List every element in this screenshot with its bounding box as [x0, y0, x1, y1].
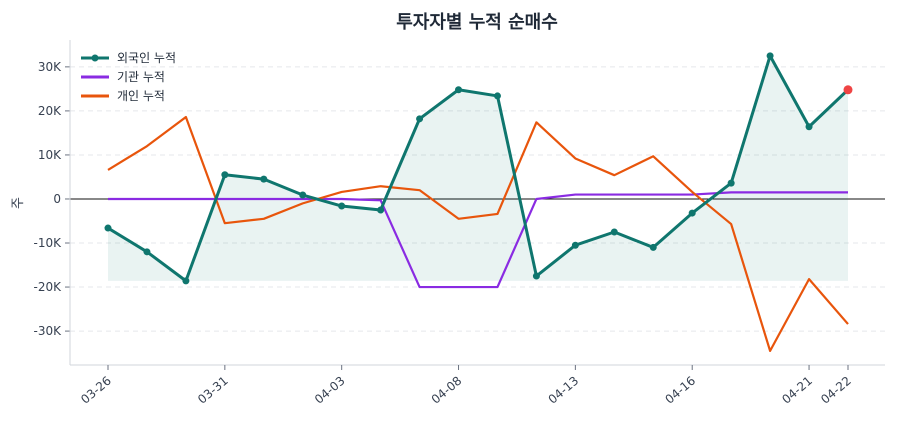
data-point	[532, 272, 540, 280]
x-tick-label: 04-08	[429, 374, 465, 407]
y-tick-label: -20K	[34, 280, 63, 294]
foreign-area-fill	[108, 55, 848, 281]
series-line-0	[107, 54, 850, 283]
legend-label: 외국인 누적	[117, 51, 176, 65]
data-point	[182, 277, 190, 285]
data-point	[338, 202, 346, 210]
chart-title: 투자자별 누적 순매수	[396, 12, 558, 33]
data-point	[221, 171, 229, 179]
data-point	[416, 115, 424, 123]
data-point	[455, 86, 463, 94]
data-point	[610, 228, 618, 236]
y-tick-label: 0	[53, 192, 61, 206]
data-point	[493, 92, 501, 100]
y-tick-label: 30K	[38, 60, 62, 74]
data-point	[727, 179, 735, 187]
y-axis-label: 주	[11, 197, 26, 209]
x-tick-label: 03-26	[78, 374, 114, 407]
series-line-1	[108, 191, 848, 289]
data-point	[377, 206, 385, 214]
x-tick-label: 04-22	[818, 374, 854, 407]
data-point	[649, 243, 657, 251]
series-line-2	[107, 115, 849, 353]
x-tick-label: 04-13	[546, 374, 582, 407]
data-point	[143, 248, 151, 256]
y-tick-label: 10K	[38, 148, 62, 162]
legend-label: 기관 누적	[117, 70, 165, 84]
x-tick-label: 03-31	[195, 374, 231, 407]
legend-marker	[91, 54, 99, 62]
x-tick-label: 04-16	[662, 374, 698, 407]
x-tick-label: 04-03	[312, 374, 348, 407]
y-tick-label: 20K	[38, 104, 62, 118]
data-point	[843, 85, 853, 95]
data-point	[766, 52, 774, 60]
x-tick-label: 04-21	[779, 374, 815, 407]
y-tick-label: -30K	[34, 324, 63, 338]
legend-label: 개인 누적	[117, 89, 165, 103]
data-point	[299, 191, 307, 199]
data-point	[571, 241, 579, 249]
data-point	[104, 224, 112, 232]
data-point	[805, 123, 813, 131]
data-point	[688, 209, 696, 217]
y-tick-label: -10K	[34, 236, 63, 250]
data-point	[260, 175, 268, 183]
